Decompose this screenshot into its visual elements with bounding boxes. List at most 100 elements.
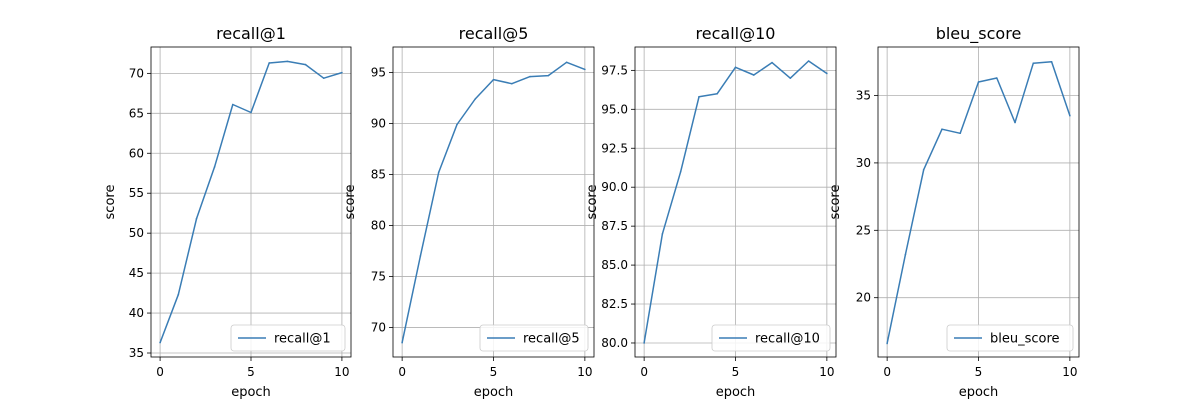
data-point [177, 293, 180, 296]
x-tick-label: 5 [490, 365, 498, 379]
data-point [771, 61, 773, 64]
chart-title: recall@5 [459, 24, 529, 43]
y-tick-label: 90 [371, 116, 386, 130]
legend-label: bleu_score [990, 332, 1060, 347]
data-point [584, 68, 586, 71]
y-tick-label: 85 [371, 167, 386, 181]
data-point [698, 96, 700, 98]
data-point [752, 74, 755, 76]
data-point [1069, 114, 1071, 117]
x-tick-label: 10 [334, 365, 349, 379]
y-axis-label: score [103, 185, 118, 220]
y-axis-label: score [828, 185, 843, 220]
data-point [304, 63, 307, 66]
data-point [268, 62, 270, 64]
data-point [159, 341, 161, 344]
data-point [565, 61, 568, 64]
data-point [232, 103, 234, 106]
data-point [401, 341, 403, 344]
data-point [679, 170, 682, 173]
y-tick-label: 90.0 [601, 180, 628, 194]
y-tick-label: 95.0 [601, 102, 628, 116]
data-point [716, 92, 719, 95]
x-tick-label: 5 [732, 365, 740, 379]
data-point [995, 77, 998, 79]
chart-title: bleu_score [936, 24, 1022, 44]
y-tick-label: 92.5 [601, 141, 628, 155]
data-point [1014, 121, 1016, 124]
data-point [250, 111, 252, 114]
x-axis-label: epoch [716, 385, 756, 400]
data-point [886, 342, 888, 345]
y-tick-label: 20 [856, 291, 871, 305]
data-point [492, 78, 495, 81]
x-tick-label: 10 [819, 365, 834, 379]
data-point [437, 171, 440, 174]
legend-box [479, 324, 589, 352]
data-point [547, 74, 550, 77]
x-tick-label: 0 [156, 365, 164, 379]
y-tick-label: 82.5 [601, 297, 628, 311]
data-point [922, 168, 925, 171]
y-tick-label: 85.0 [601, 258, 628, 272]
y-tick-label: 55 [129, 186, 144, 200]
chart-panel-1: 0 5 10 35 40 45 50 55 60 65 70 recall@1 epoch score re… [103, 24, 352, 400]
data-point [474, 98, 477, 100]
y-axis-label: score [585, 185, 600, 220]
y-tick-label: 35 [129, 346, 144, 360]
data-point [1032, 62, 1035, 64]
y-tick-label: 95 [371, 65, 386, 79]
y-tick-label: 87.5 [601, 219, 628, 233]
chart-panel-2: 0 5 10 70 75 80 85 90 95 recall@5 epoch score recall… [343, 24, 595, 400]
data-point [904, 253, 907, 256]
legend-box [946, 324, 1074, 352]
data-point [286, 60, 289, 63]
y-tick-label: 97.5 [601, 63, 628, 77]
y-tick-label: 80.0 [601, 336, 628, 350]
y-axis-label: score [343, 185, 358, 220]
data-point [661, 233, 664, 235]
y-tick-label: 75 [371, 269, 386, 283]
y-tick-label: 70 [371, 320, 386, 334]
y-tick-label: 25 [856, 223, 871, 237]
data-point [195, 217, 198, 220]
x-tick-label: 0 [398, 365, 406, 379]
y-tick-label: 60 [129, 146, 144, 160]
y-tick-label: 30 [856, 156, 871, 170]
data-point [959, 132, 962, 135]
legend-box [711, 324, 831, 352]
data-point [213, 166, 216, 168]
legend-box [230, 324, 346, 352]
x-axis-label: epoch [959, 385, 999, 400]
data-point [977, 81, 980, 83]
chart-panel-3: 0 5 10 80.0 82.5 85.0 87.5 90.0 92.5 95.0 97.5 reca… [585, 24, 837, 400]
legend-label: recall@10 [755, 332, 820, 347]
data-point [826, 72, 828, 75]
legend-label: recall@5 [523, 332, 580, 347]
x-tick-label: 10 [577, 365, 592, 379]
data-point [734, 66, 737, 69]
data-point [529, 75, 531, 78]
legend-label: recall@1 [274, 332, 331, 347]
x-axis-label: epoch [231, 385, 271, 400]
x-tick-label: 0 [883, 365, 891, 379]
data-point [789, 77, 792, 79]
x-tick-label: 5 [975, 365, 983, 379]
data-point [807, 60, 810, 62]
x-axis-label: epoch [474, 385, 514, 400]
y-tick-label: 50 [129, 226, 144, 240]
x-tick-label: 0 [640, 365, 648, 379]
chart-title: recall@1 [216, 24, 286, 43]
data-point [341, 71, 343, 74]
y-tick-label: 45 [129, 266, 144, 280]
data-point [510, 82, 513, 85]
chart-title: recall@10 [696, 24, 776, 43]
data-point [941, 128, 943, 131]
data-point [322, 77, 325, 79]
data-point [456, 123, 458, 126]
y-tick-label: 40 [129, 306, 144, 320]
data-point [643, 342, 645, 344]
data-point [419, 255, 422, 257]
